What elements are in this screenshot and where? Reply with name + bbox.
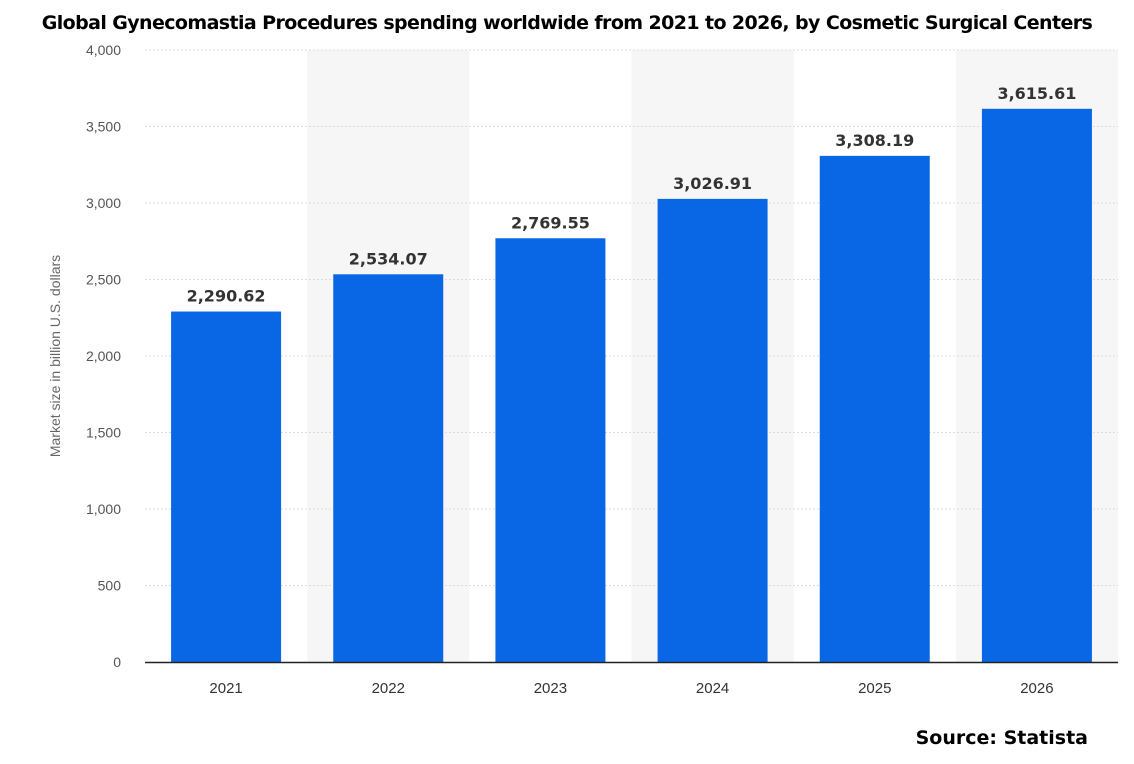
- bar-2024: [657, 198, 768, 663]
- y-tick-label: 1,000: [86, 501, 121, 517]
- data-label-2025: 3,308.19: [835, 131, 914, 150]
- bar-2023: [495, 238, 606, 662]
- x-tick-label-2025: 2025: [858, 680, 891, 697]
- y-tick-label: 500: [98, 578, 122, 594]
- bar-2021: [171, 311, 282, 662]
- bar-2022: [333, 274, 444, 662]
- chart-title: Global Gynecomastia Procedures spending …: [41, 12, 1093, 34]
- data-label-2026: 3,615.61: [997, 84, 1076, 103]
- bar-2026: [981, 108, 1092, 663]
- data-label-2021: 2,290.62: [187, 287, 266, 306]
- y-tick-label: 2,000: [86, 348, 121, 364]
- y-tick-label: 4,000: [86, 42, 121, 58]
- x-tick-label-2024: 2024: [696, 680, 729, 697]
- y-tick-label: 1,500: [86, 425, 121, 441]
- bar-2025: [819, 155, 930, 662]
- x-tick-label-2022: 2022: [372, 680, 405, 697]
- source-note: Source: Statista: [915, 727, 1088, 749]
- y-tick-label: 2,500: [86, 272, 121, 288]
- x-tick-label-2021: 2021: [209, 680, 242, 697]
- x-tick-label-2023: 2023: [534, 680, 567, 697]
- data-label-2024: 3,026.91: [673, 174, 752, 193]
- x-tick-label-2026: 2026: [1020, 680, 1053, 697]
- y-tick-label: 0: [113, 654, 121, 670]
- y-axis-title: Market size in billion U.S. dollars: [47, 255, 63, 457]
- data-labels: 2,290.62 2,534.07 2,769.55 3,026.91 3,308.19…: [187, 84, 1077, 306]
- y-tick-label: 3,500: [86, 119, 121, 135]
- bars: [171, 108, 1092, 663]
- y-tick-label: 3,000: [86, 195, 121, 211]
- y-axis-ticks: 0 500 1,000 1,500 2,000 2,500 3,000 3,500 4,000: [86, 42, 121, 670]
- data-label-2023: 2,769.55: [511, 213, 590, 232]
- data-label-2022: 2,534.07: [349, 249, 428, 268]
- x-axis-labels: 2021 2022 2023 2024 2025 2026: [209, 680, 1053, 697]
